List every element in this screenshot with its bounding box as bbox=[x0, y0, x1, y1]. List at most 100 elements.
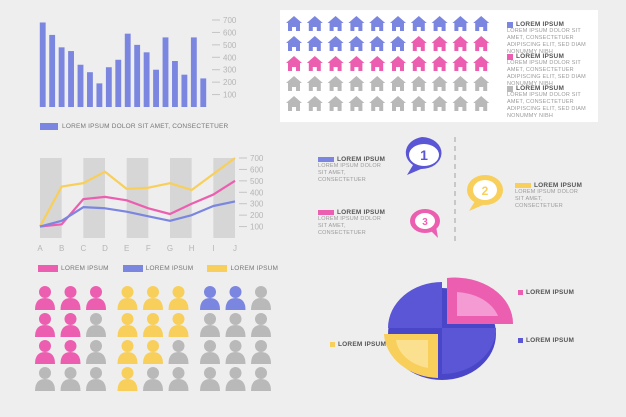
bar-14 bbox=[162, 37, 169, 107]
line-x-label-J: J bbox=[233, 244, 237, 253]
person-icon bbox=[251, 340, 271, 364]
house-icon bbox=[369, 56, 386, 71]
house-icon bbox=[390, 16, 406, 31]
pie-label-pink: LOREM IPSUM bbox=[518, 289, 574, 296]
house-icon bbox=[390, 36, 406, 51]
house-icon bbox=[410, 36, 427, 51]
house-legend-label-1: LOREM IPSUM bbox=[516, 21, 565, 28]
line-tick-label-400: 400 bbox=[250, 188, 264, 197]
step-label-1: LOREM IPSUM LOREM IPSUM DOLOR SIT AMET, … bbox=[318, 156, 388, 184]
person-icon bbox=[251, 367, 271, 391]
line-x-label-I: I bbox=[212, 244, 214, 253]
house-legend-swatch-blue bbox=[507, 21, 513, 28]
house-icon bbox=[390, 96, 406, 111]
bar-legend-swatch bbox=[40, 123, 58, 130]
house-icon bbox=[410, 76, 427, 91]
house-icon bbox=[410, 96, 427, 111]
step-label-text-3: LOREM IPSUM DOLOR SIT AMET, CONSECTETUER bbox=[318, 216, 381, 236]
house-icon bbox=[410, 56, 427, 71]
line-band-9 bbox=[213, 158, 235, 238]
house-icon bbox=[390, 76, 406, 91]
bar-18 bbox=[200, 78, 207, 107]
pie-label-pink-text: LOREM IPSUM bbox=[526, 289, 575, 296]
step-number-1: 1 bbox=[420, 147, 428, 163]
step-label-title-3: LOREM IPSUM bbox=[337, 209, 386, 216]
line-x-label-B: B bbox=[59, 244, 64, 253]
person-icon bbox=[86, 286, 106, 310]
line-series-2 bbox=[39, 179, 236, 228]
person-icon bbox=[60, 367, 81, 391]
house-icon bbox=[410, 16, 427, 31]
step-label-title-1: LOREM IPSUM bbox=[337, 156, 386, 163]
step-bubble-1 bbox=[405, 137, 442, 175]
steps-diagram: 1 2 3 bbox=[405, 137, 503, 243]
houses-grid bbox=[286, 16, 490, 111]
house-icon bbox=[473, 36, 490, 51]
house-icon bbox=[327, 16, 344, 31]
line-x-label-A: A bbox=[37, 244, 43, 253]
person-icon bbox=[117, 340, 138, 364]
person-icon bbox=[117, 286, 138, 310]
house-icon bbox=[369, 16, 386, 31]
house-icon bbox=[452, 36, 469, 51]
step-swatch-3 bbox=[318, 210, 334, 215]
house-icon bbox=[286, 76, 302, 91]
house-icon bbox=[306, 16, 323, 31]
bar-11 bbox=[134, 44, 141, 107]
pie-slice-top-left bbox=[388, 282, 442, 328]
house-icon bbox=[369, 36, 386, 51]
house-icon bbox=[473, 96, 490, 111]
bar-tick-label-100: 100 bbox=[223, 91, 237, 100]
person-icon bbox=[35, 313, 55, 337]
house-legend-2: LOREM IPSUM LOREM IPSUM DOLOR SIT AMET, … bbox=[507, 53, 593, 88]
bar-5 bbox=[77, 64, 84, 107]
step-label-title-2: LOREM IPSUM bbox=[534, 182, 583, 189]
line-legend-swatch-pink bbox=[38, 265, 58, 272]
person-icon bbox=[200, 286, 220, 310]
pie-label-yellow: LOREM IPSUM bbox=[330, 341, 386, 348]
line-x-label-G: G bbox=[167, 244, 173, 253]
bar-chart: 700 600 500 400 300 200 100 bbox=[39, 16, 237, 107]
step-label-3: LOREM IPSUM LOREM IPSUM DOLOR SIT AMET, … bbox=[318, 209, 388, 237]
house-icon bbox=[473, 56, 490, 71]
house-icon bbox=[348, 36, 365, 51]
bar-tick-label-600: 600 bbox=[223, 28, 237, 37]
line-band-7 bbox=[170, 158, 192, 238]
person-icon bbox=[225, 367, 246, 391]
house-icon bbox=[286, 36, 302, 51]
house-icon bbox=[390, 56, 406, 71]
pie-label-yellow-text: LOREM IPSUM bbox=[338, 341, 387, 348]
house-legend-label-2: LOREM IPSUM bbox=[516, 53, 565, 60]
person-icon bbox=[86, 340, 106, 364]
house-icon bbox=[369, 96, 386, 111]
house-icon bbox=[306, 36, 323, 51]
house-icon bbox=[473, 16, 490, 31]
house-legend-label-3: LOREM IPSUM bbox=[516, 85, 565, 92]
bar-17 bbox=[190, 37, 197, 107]
person-icon bbox=[168, 313, 189, 337]
bar-tick-label-400: 400 bbox=[223, 53, 237, 62]
pie-label-blue: LOREM IPSUM bbox=[518, 337, 574, 344]
person-icon bbox=[35, 340, 55, 364]
person-icon bbox=[200, 340, 220, 364]
step-label-text-1: LOREM IPSUM DOLOR SIT AMET, CONSECTETUER bbox=[318, 163, 381, 183]
person-icon bbox=[143, 340, 163, 364]
line-x-label-H: H bbox=[189, 244, 195, 253]
line-x-label-C: C bbox=[80, 244, 86, 253]
person-icon bbox=[60, 286, 81, 310]
bar-2 bbox=[49, 34, 56, 107]
house-icon bbox=[348, 96, 365, 111]
house-icon bbox=[327, 96, 344, 111]
house-legend-3: LOREM IPSUM LOREM IPSUM DOLOR SIT AMET, … bbox=[507, 85, 593, 120]
person-icon bbox=[60, 313, 81, 337]
house-icon bbox=[431, 16, 448, 31]
bar-1 bbox=[39, 22, 46, 107]
house-icon bbox=[348, 56, 365, 71]
line-x-label-D: D bbox=[102, 244, 108, 253]
line-x-label-E: E bbox=[124, 244, 129, 253]
person-icon bbox=[225, 313, 246, 337]
line-legend-label-3: LOREM IPSUM bbox=[230, 265, 279, 272]
person-icon bbox=[225, 340, 246, 364]
person-icon bbox=[200, 367, 220, 391]
bar-legend: LOREM IPSUM DOLOR SIT AMET, CONSECTETUER bbox=[40, 123, 228, 130]
